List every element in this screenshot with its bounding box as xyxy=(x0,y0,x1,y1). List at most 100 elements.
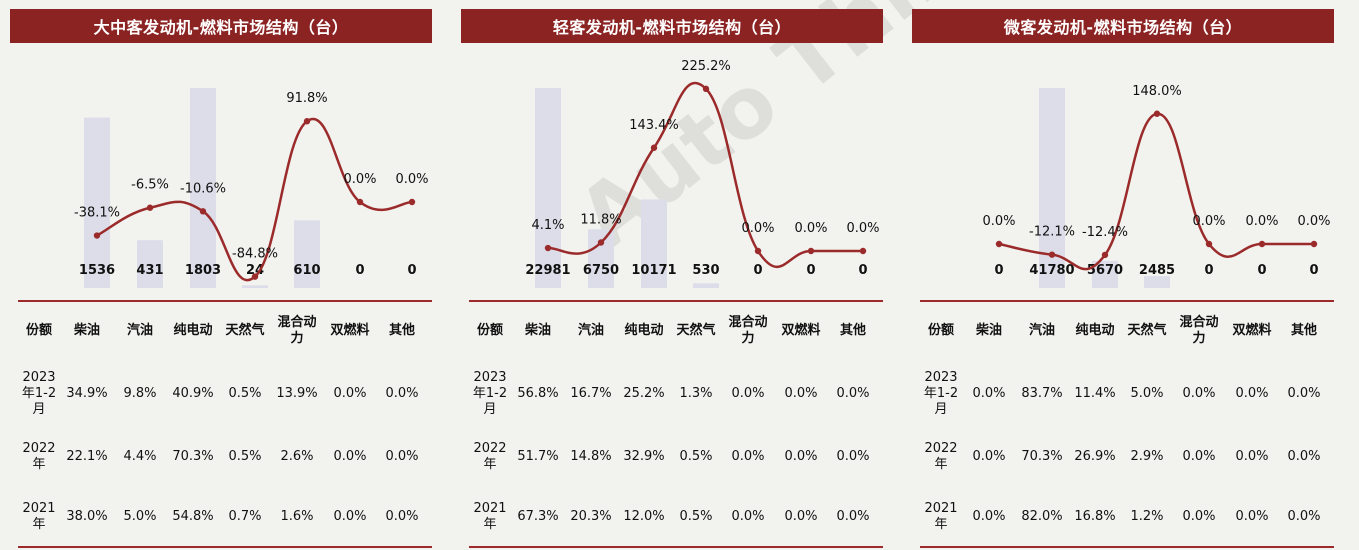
chart-title: 大中客发动机-燃料市场结构（台） xyxy=(10,9,432,43)
bar-2 xyxy=(641,199,667,288)
chart-panel-3: 微客发动机-燃料市场结构（台） 0 41780 5670 2485 0 0 0 0.0% -12.… xyxy=(912,0,1342,550)
bar-label-1: 41780 xyxy=(1029,263,1074,278)
table-cell: 34.9% xyxy=(66,386,108,401)
bar-label-3: 530 xyxy=(692,263,719,278)
table-header-cell: 其他 xyxy=(388,323,415,338)
table-cell: 0.0% xyxy=(1182,509,1216,524)
table-cell: 2022 年 xyxy=(924,441,958,472)
growth-point-5 xyxy=(807,247,815,255)
growth-label-0: 4.1% xyxy=(531,218,564,233)
bar-label-4: 0 xyxy=(753,263,762,278)
growth-label-3: 148.0% xyxy=(1132,84,1182,99)
table-cell: 0.0% xyxy=(1235,449,1269,464)
table-cell: 0.0% xyxy=(972,509,1006,524)
growth-line xyxy=(96,117,413,282)
table-cell: 54.8% xyxy=(172,509,214,524)
table-header-cell: 其他 xyxy=(1290,323,1317,338)
growth-label-4: 0.0% xyxy=(741,221,774,236)
growth-point-2 xyxy=(1101,251,1109,259)
table-cell: 2022 年 xyxy=(22,441,56,472)
bar-label-3: 2485 xyxy=(1139,263,1175,278)
chart-panel-1: 大中客发动机-燃料市场结构（台） 1536 431 1803 24 610 0 0 -38.1%… xyxy=(10,0,440,550)
bar-0 xyxy=(84,117,110,288)
bar-label-4: 0 xyxy=(1204,263,1213,278)
table-cell: 70.3% xyxy=(1021,449,1063,464)
table-cell: 11.4% xyxy=(1074,386,1116,401)
table-cell: 2023 年1-2 月 xyxy=(923,370,959,417)
bar-label-2: 10171 xyxy=(631,263,676,278)
table-cell: 14.8% xyxy=(570,449,612,464)
table-cell: 0.0% xyxy=(731,509,765,524)
table-cell: 0.0% xyxy=(1287,386,1321,401)
table-cell: 0.0% xyxy=(784,386,818,401)
table-top-rule xyxy=(469,300,883,302)
growth-label-2: -10.6% xyxy=(180,181,226,196)
table-cell: 0.5% xyxy=(228,449,262,464)
bar-3 xyxy=(1144,276,1170,288)
table-header-cell: 柴油 xyxy=(524,323,551,338)
growth-point-6 xyxy=(859,247,867,255)
table-header-cell: 纯电动 xyxy=(1075,323,1115,338)
bar-label-2: 5670 xyxy=(1087,263,1123,278)
table-header-cell: 其他 xyxy=(839,323,866,338)
table-cell: 2021 年 xyxy=(473,501,507,532)
table-cell: 0.0% xyxy=(333,449,367,464)
table-cell: 0.7% xyxy=(228,509,262,524)
bar-label-5: 0 xyxy=(806,263,815,278)
growth-point-0 xyxy=(93,232,101,239)
growth-label-0: 0.0% xyxy=(982,214,1015,229)
table-header-cell: 双燃料 xyxy=(330,323,370,338)
growth-label-6: 0.0% xyxy=(846,221,879,236)
growth-label-0: -38.1% xyxy=(74,206,120,221)
growth-point-1 xyxy=(597,239,605,246)
chart-plot: 22981 6750 10171 530 0 0 0 4.1% 11.8% 143.4% 225.2… xyxy=(525,59,880,288)
growth-point-6 xyxy=(1310,240,1318,248)
growth-point-1 xyxy=(146,204,154,211)
bar-label-1: 431 xyxy=(136,263,163,278)
growth-label-4: 0.0% xyxy=(1192,214,1225,229)
chart-panel-2: 轻客发动机-燃料市场结构（台） 22981 6750 10171 530 0 0 0 4.1% 1… xyxy=(461,0,891,550)
table-cell: 0.0% xyxy=(972,386,1006,401)
table-cell: 0.0% xyxy=(836,386,870,401)
growth-label-3: -84.8% xyxy=(232,247,278,262)
chart-title: 微客发动机-燃料市场结构（台） xyxy=(912,9,1334,43)
table-cell: 67.3% xyxy=(517,509,559,524)
table-cell: 13.9% xyxy=(276,386,318,401)
growth-label-6: 0.0% xyxy=(395,172,428,187)
table-cell: 2.9% xyxy=(1130,449,1164,464)
table-cell: 26.9% xyxy=(1074,449,1116,464)
growth-point-1 xyxy=(1048,251,1056,258)
table-cell: 22.1% xyxy=(66,449,108,464)
bar-label-6: 0 xyxy=(407,263,416,278)
growth-point-0 xyxy=(995,240,1003,248)
growth-label-1: -12.1% xyxy=(1029,225,1075,240)
table-cell: 0.0% xyxy=(836,509,870,524)
growth-label-4: 91.8% xyxy=(286,91,327,106)
table-cell: 70.3% xyxy=(172,449,214,464)
bar-1 xyxy=(588,229,614,288)
table-cell: 0.0% xyxy=(1287,509,1321,524)
table-cell: 0.0% xyxy=(731,386,765,401)
table-cell: 5.0% xyxy=(123,509,157,524)
growth-label-3: 225.2% xyxy=(681,59,731,74)
table-cell: 38.0% xyxy=(66,509,108,524)
table-cell: 0.0% xyxy=(385,509,419,524)
growth-label-5: 0.0% xyxy=(794,221,827,236)
table-cell: 2021 年 xyxy=(924,501,958,532)
table-header-cell: 双燃料 xyxy=(781,323,821,338)
table-header-cell: 柴油 xyxy=(73,323,100,338)
table-cell: 16.7% xyxy=(570,386,612,401)
growth-label-6: 0.0% xyxy=(1297,214,1330,229)
table-header-cell: 双燃料 xyxy=(1232,323,1272,338)
bar-label-0: 0 xyxy=(994,263,1003,278)
table-cell: 4.4% xyxy=(123,449,157,464)
table-cell: 5.0% xyxy=(1130,386,1164,401)
table-header-cell: 天然气 xyxy=(1127,323,1167,338)
table-cell: 0.0% xyxy=(1235,386,1269,401)
table-header-cell: 混合动 力 xyxy=(1179,315,1219,346)
table-header-cell: 汽油 xyxy=(577,323,604,338)
bar-3 xyxy=(693,283,719,288)
table-header-cell: 份额 xyxy=(476,323,503,338)
table-cell: 9.8% xyxy=(123,386,157,401)
growth-point-0 xyxy=(544,244,552,252)
